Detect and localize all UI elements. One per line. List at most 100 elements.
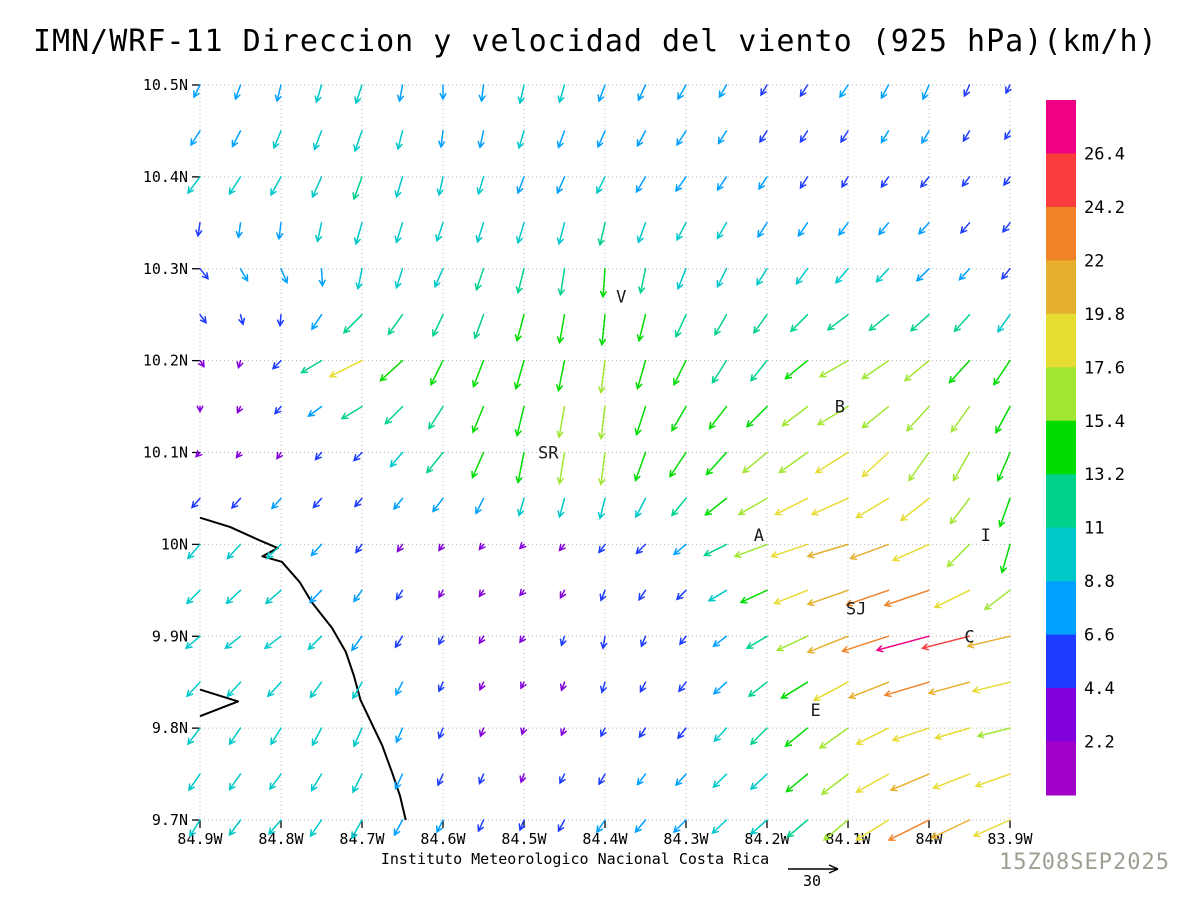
wind-arrow	[1002, 222, 1011, 234]
wind-arrow	[238, 313, 246, 326]
wind-arrow	[354, 84, 363, 105]
wind-arrow	[635, 497, 647, 519]
wind-arrow	[784, 727, 809, 748]
wind-arrow	[778, 451, 809, 474]
wind-arrow	[712, 773, 728, 789]
y-tick-label: 10.5N	[143, 76, 188, 94]
wind-arrow	[517, 130, 525, 150]
colorbar-segment	[1046, 420, 1076, 475]
reference-arrow-icon	[786, 860, 844, 879]
wind-arrow	[999, 543, 1011, 574]
wind-arrow	[394, 267, 404, 290]
station-label: E	[810, 701, 820, 721]
wind-arrow	[471, 405, 485, 434]
wind-arrow	[193, 84, 201, 99]
wind-arrow	[920, 176, 930, 189]
wind-arrow	[516, 222, 525, 245]
colorbar-label: 2.2	[1084, 733, 1115, 753]
station-labels: V B SR A SJ C E I	[538, 287, 991, 720]
wind-arrow	[439, 84, 447, 101]
wind-arrow	[966, 635, 1011, 649]
wind-arrow	[438, 635, 445, 646]
wind-arrow	[228, 176, 242, 196]
wind-arrow	[855, 773, 890, 793]
y-tick-label: 10.1N	[143, 444, 188, 462]
wind-arrow	[395, 681, 404, 697]
colorbar-segment	[1046, 741, 1076, 796]
wind-arrow	[270, 176, 282, 197]
wind-arrow	[933, 727, 971, 741]
wind-arrow	[519, 635, 527, 644]
wind-arrow	[637, 84, 647, 102]
wind-arrow	[638, 267, 647, 295]
wind-arrow	[514, 405, 525, 438]
wind-arrow	[749, 773, 768, 791]
colorbar-segment	[1046, 688, 1076, 743]
wind-arrow	[518, 819, 526, 832]
wind-arrow	[395, 727, 404, 744]
wind-arrow	[899, 497, 930, 522]
wind-arrow	[716, 176, 728, 192]
coastline	[199, 516, 407, 821]
wind-arrow	[598, 543, 606, 554]
wind-arrow	[708, 405, 728, 430]
wind-arrow	[314, 451, 323, 461]
wind-arrow	[269, 773, 282, 791]
wind-arrow	[225, 589, 242, 605]
wind-arrow	[753, 313, 768, 334]
wind-arrow	[236, 359, 244, 370]
wind-arrow	[230, 497, 242, 510]
wind-arrow	[773, 589, 809, 605]
wind-arrow	[714, 313, 728, 337]
wind-arrow	[476, 176, 485, 196]
wind-arrow	[676, 267, 687, 291]
colorbar-label: 24.2	[1084, 198, 1125, 218]
wind-arrow	[520, 727, 528, 736]
station-label: SJ	[846, 600, 866, 620]
y-tick-label: 10.2N	[143, 352, 188, 370]
wind-arrow	[478, 635, 486, 645]
wind-arrow	[675, 176, 687, 193]
wind-arrow	[395, 130, 404, 151]
wind-arrow	[718, 84, 728, 99]
wind-arrow	[187, 176, 201, 195]
colorbar: 26.4 24.2 22 19.8 17.6 15.4 13.2 11 8.8 6.6 4.4 2.2	[1046, 100, 1125, 796]
wind-arrow	[810, 497, 849, 516]
wind-arrow	[394, 773, 404, 791]
wind-arrow	[959, 222, 971, 235]
wind-arrow	[187, 727, 201, 746]
wind-arrow	[845, 589, 890, 607]
wind-arrow	[436, 176, 444, 197]
wind-arrow	[933, 589, 971, 609]
wind-arrow	[600, 727, 607, 738]
wind-arrow	[998, 497, 1011, 528]
x-tick-label: 84.7W	[339, 830, 385, 848]
wind-arrow	[274, 84, 282, 103]
wind-arrow	[674, 773, 687, 787]
colorbar-segment	[1046, 474, 1076, 529]
wind-arrow	[848, 681, 890, 700]
wind-arrow	[311, 176, 323, 199]
wind-arrow	[903, 359, 930, 382]
wind-arrow	[760, 84, 768, 97]
wind-arrow	[379, 359, 404, 382]
wind-arrow	[797, 222, 809, 238]
wind-arrow	[781, 405, 809, 427]
wind-arrow	[634, 405, 647, 437]
wind-arrow	[271, 359, 282, 370]
wind-arrow	[891, 543, 930, 562]
wind-arrow	[747, 681, 768, 698]
wind-arrow	[670, 497, 687, 517]
colorbar-segment	[1046, 367, 1076, 422]
x-tick-label: 84.4W	[582, 830, 628, 848]
wind-arrow	[674, 313, 687, 339]
wind-arrow	[185, 681, 201, 698]
wind-arrow	[861, 359, 890, 380]
wind-arrow	[880, 84, 890, 100]
wind-arrow	[352, 176, 363, 201]
wind-arrow	[560, 727, 567, 737]
wind-arrow	[749, 819, 768, 836]
wind-arrow	[679, 635, 687, 646]
wind-arrow	[280, 267, 289, 285]
wind-arrow	[785, 773, 809, 793]
